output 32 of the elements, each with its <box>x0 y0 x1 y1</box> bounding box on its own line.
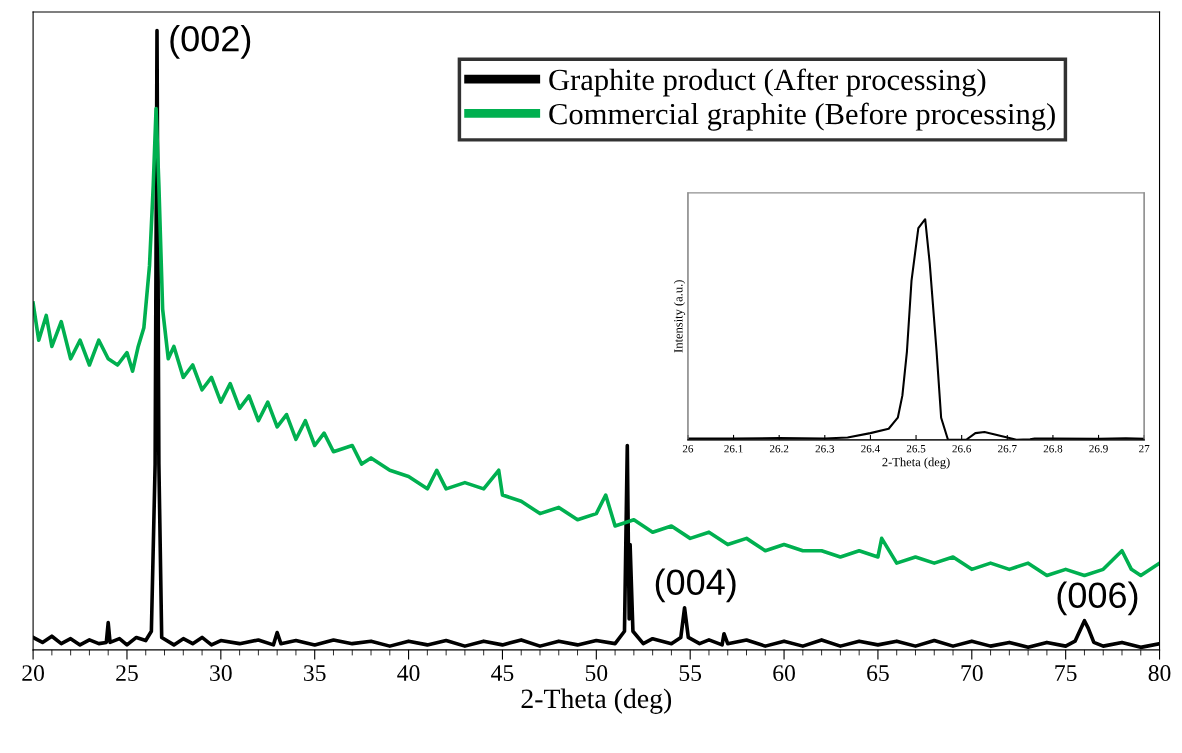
x-tick-label: 75 <box>1055 665 1077 682</box>
x-tick-label: 35 <box>304 665 326 682</box>
x-tick-label: 26.7 <box>998 444 1017 453</box>
legend-label: Commercial graphite (Before processing) <box>549 102 1055 131</box>
x-tick-label: 26.8 <box>1043 444 1063 453</box>
x-tick-label: 70 <box>961 665 983 682</box>
x-tick-label: 26.1 <box>724 444 743 453</box>
annotation: (004) <box>655 568 736 603</box>
x-tick-label: 26.6 <box>952 444 972 453</box>
x-tick-label: 55 <box>679 665 702 682</box>
x-tick-label: 27 <box>1139 444 1150 453</box>
x-tick-label: 26.9 <box>1089 444 1108 453</box>
x-tick-label: 50 <box>585 665 608 682</box>
annotation: (002) <box>170 25 251 59</box>
x-tick-label: 60 <box>773 665 795 682</box>
x-tick-label: 26 <box>682 444 694 453</box>
x-tick-label: 45 <box>491 665 514 682</box>
x-tick-label: 80 <box>1148 665 1171 682</box>
x-tick-label: 26.3 <box>815 444 835 453</box>
x-tick-label: 26.5 <box>906 444 926 453</box>
x-tick-label: 25 <box>116 665 138 682</box>
y-axis-title: Intensity (a.u.) <box>673 280 686 353</box>
x-tick-label: 26.4 <box>861 444 880 453</box>
x-tick-label: 40 <box>397 665 420 682</box>
x-tick-label: 65 <box>867 665 889 682</box>
x-tick-label: 20 <box>22 665 44 682</box>
x-tick-label: 30 <box>210 665 232 682</box>
annotation: (006) <box>1057 581 1138 616</box>
x-axis-title: 2-Theta (deg) <box>521 688 672 714</box>
legend-label: Graphite product (After processing) <box>549 68 986 97</box>
x-axis-title: 2-Theta (deg) <box>882 457 950 469</box>
x-tick-label: 26.2 <box>769 444 789 453</box>
